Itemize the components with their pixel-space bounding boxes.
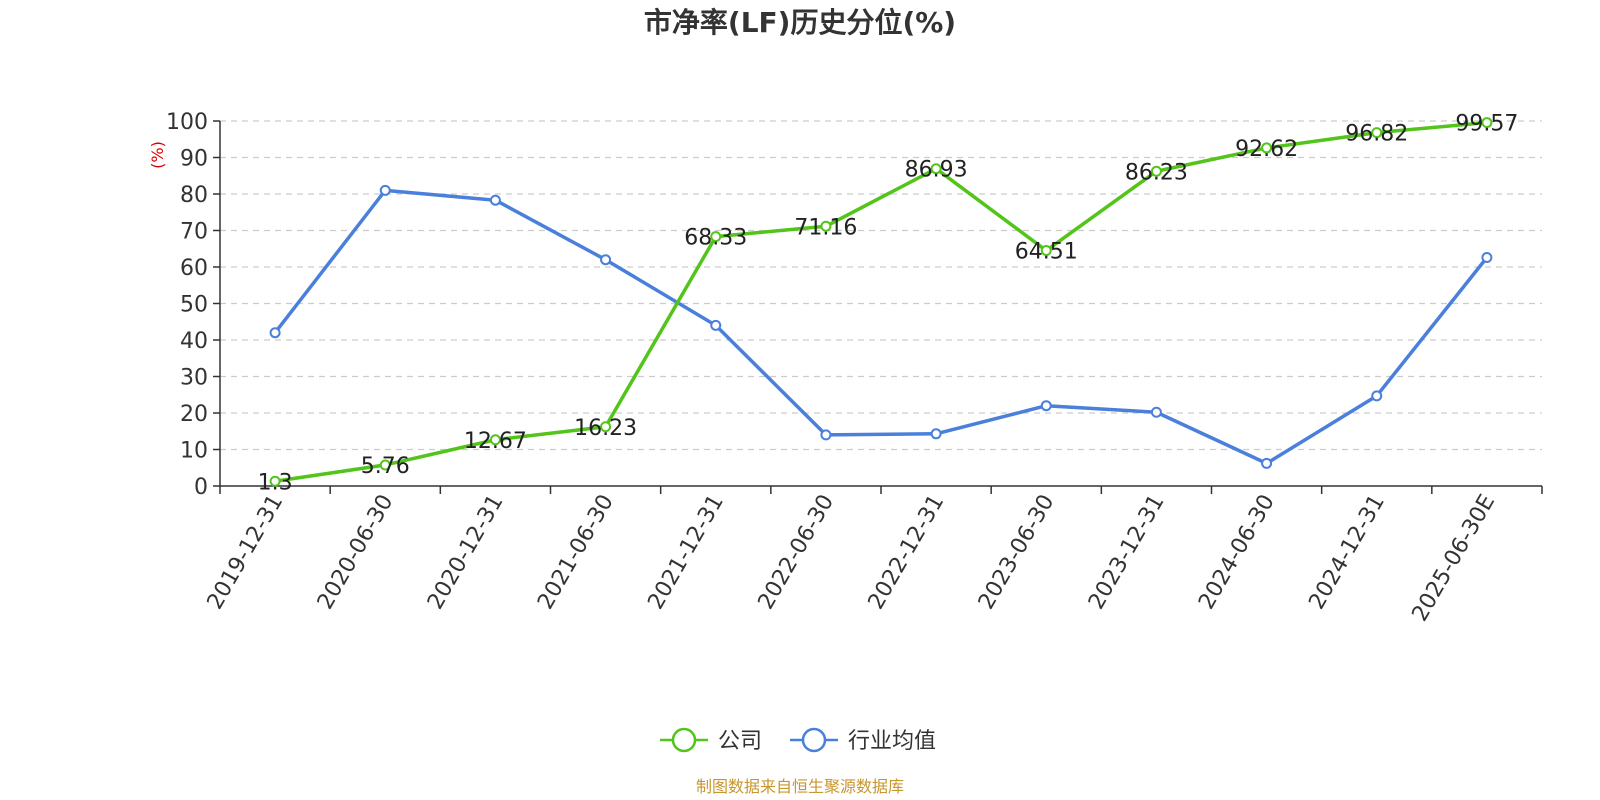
- data-point[interactable]: [489, 194, 501, 206]
- x-tick-label: 2024-12-31: [1304, 491, 1390, 614]
- x-tick-label: 2021-06-30: [533, 491, 619, 614]
- x-tick-label: 2022-06-30: [754, 491, 840, 614]
- data-point[interactable]: [1481, 117, 1493, 129]
- data-label: 68.33: [684, 226, 747, 251]
- data-point[interactable]: [269, 327, 281, 339]
- data-point[interactable]: [1481, 252, 1493, 264]
- data-point[interactable]: [269, 475, 281, 487]
- data-point[interactable]: [1371, 390, 1383, 402]
- x-tick-label: 2023-06-30: [974, 491, 1060, 614]
- y-tick-labels: 0 10 20 30 40 50 60 70 80 90 100: [166, 110, 208, 500]
- data-labels: 1.3 5.76 12.67 16.23 68.33 71.16 86.93 64.51 86.…: [258, 112, 1519, 496]
- data-point[interactable]: [710, 231, 722, 243]
- y-tick-label: 10: [180, 439, 208, 464]
- x-tick-label: 2022-12-31: [864, 490, 950, 613]
- y-tick-label: 70: [180, 220, 208, 245]
- legend-item-1[interactable]: 行业均值: [790, 727, 936, 754]
- legend-label: 公司: [718, 729, 762, 754]
- data-point[interactable]: [600, 421, 612, 433]
- legend-item-0[interactable]: 公司: [660, 727, 762, 754]
- y-tick-label: 60: [180, 256, 208, 281]
- y-tick-label: 50: [180, 293, 208, 318]
- x-tick-label: 2023-12-31: [1084, 491, 1170, 614]
- data-point[interactable]: [600, 254, 612, 266]
- data-point[interactable]: [1040, 400, 1052, 412]
- chart-title: 市净率(LF)历史分位(%): [644, 6, 956, 39]
- legend-marker: [671, 727, 697, 753]
- x-tick-label: 2019-12-31: [203, 491, 289, 614]
- legend-label: 行业均值: [848, 729, 936, 754]
- data-label: 96.82: [1345, 122, 1408, 147]
- data-label: 1.3: [258, 470, 293, 495]
- x-tick-label: 2020-06-30: [313, 491, 399, 614]
- data-label: 99.57: [1455, 112, 1518, 137]
- y-tick-label: 80: [180, 183, 208, 208]
- grid-lines: [213, 120, 1542, 487]
- x-tick-label: 2025-06-30E: [1408, 491, 1501, 626]
- data-point[interactable]: [820, 429, 832, 441]
- data-label: 16.23: [574, 416, 637, 441]
- data-label: 12.67: [464, 429, 527, 454]
- y-tick-label: 40: [180, 329, 208, 354]
- data-point[interactable]: [1150, 165, 1162, 177]
- x-tick-labels: 2019-12-31 2020-06-30 2020-12-31 2021-06-30…: [203, 490, 1500, 625]
- data-label: 86.23: [1125, 160, 1188, 185]
- series-lines: [269, 117, 1493, 487]
- y-tick-label: 0: [194, 475, 208, 500]
- x-tick-label: 2020-12-31: [423, 490, 509, 613]
- data-point[interactable]: [1040, 245, 1052, 257]
- axes: [219, 121, 1543, 494]
- data-label: 5.76: [361, 454, 410, 479]
- data-label: 71.16: [794, 215, 857, 240]
- series-line-1: [273, 188, 1489, 466]
- y-tick-label: 30: [180, 366, 208, 391]
- data-point[interactable]: [1150, 406, 1162, 418]
- x-tick-label: 2021-12-31: [643, 491, 729, 614]
- y-tick-label: 90: [180, 147, 208, 172]
- data-point[interactable]: [379, 184, 391, 196]
- data-point[interactable]: [1261, 142, 1273, 154]
- series-line-0: [274, 120, 1488, 483]
- data-label: 64.51: [1015, 240, 1078, 265]
- x-tick-label: 2024-06-30: [1194, 491, 1280, 614]
- legend-marker: [801, 727, 827, 753]
- legend[interactable]: 公司 行业均值: [660, 727, 936, 754]
- y-tick-label: 20: [180, 402, 208, 427]
- data-point[interactable]: [820, 220, 832, 232]
- data-point[interactable]: [930, 163, 942, 175]
- data-label: 86.93: [905, 158, 968, 183]
- data-point[interactable]: [930, 428, 942, 440]
- data-label: 92.62: [1235, 137, 1298, 162]
- source-note: 制图数据来自恒生聚源数据库: [696, 777, 904, 796]
- data-point[interactable]: [489, 434, 501, 446]
- y-tick-label: 100: [166, 110, 208, 135]
- data-point[interactable]: [1371, 127, 1383, 139]
- data-point[interactable]: [379, 459, 391, 471]
- data-point[interactable]: [1261, 457, 1273, 469]
- data-point[interactable]: [710, 319, 722, 331]
- y-axis-label: (%): [148, 141, 167, 169]
